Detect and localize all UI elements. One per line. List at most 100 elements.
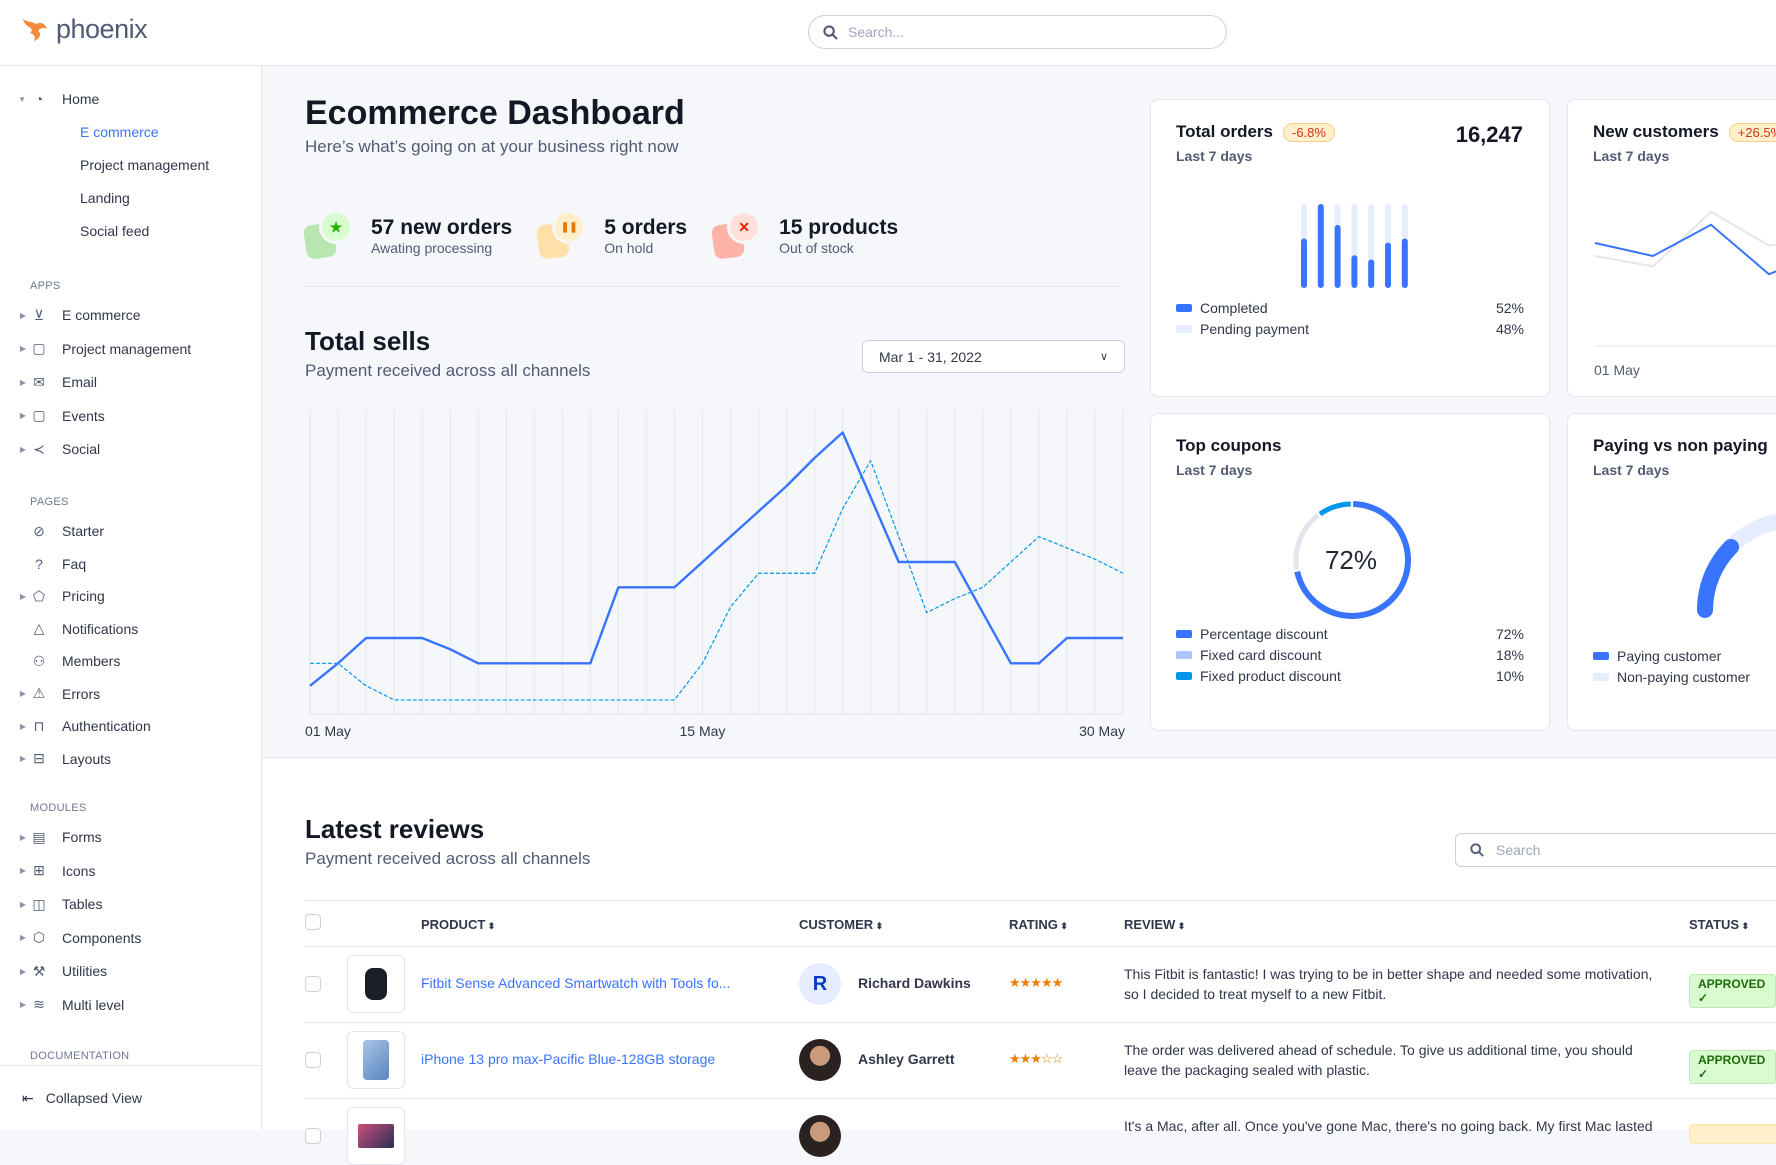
sidebar-item-multi-level[interactable]: ▶≋Multi level: [0, 992, 261, 1018]
row-divider: [305, 1022, 1776, 1023]
x-tick-label: 30 May: [1079, 723, 1125, 739]
legend-item: Non-paying customer: [1593, 669, 1776, 685]
sidebar-subitem[interactable]: Landing: [80, 190, 130, 206]
rating-stars: ★★★★★: [1009, 975, 1062, 991]
sidebar-item-tables[interactable]: ▶◫Tables: [0, 891, 261, 917]
legend-swatch: [1593, 673, 1609, 681]
sidebar-item-authentication[interactable]: ▶⊓Authentication: [0, 713, 261, 739]
sidebar-item-forms[interactable]: ▶▤Forms: [0, 824, 261, 850]
bar-completed: [1301, 238, 1307, 288]
logo[interactable]: phoenix: [20, 14, 147, 45]
caret-right-icon: ▶: [0, 933, 30, 942]
stat-title: 5 orders: [604, 216, 687, 240]
share-icon: ≺: [30, 440, 48, 458]
sort-icon[interactable]: ⬍: [1175, 921, 1185, 931]
customer-name[interactable]: Richard Dawkins: [858, 975, 971, 991]
columns-icon: ◫: [30, 895, 48, 913]
sidebar-item-layouts[interactable]: ▶⊟Layouts: [0, 746, 261, 772]
sidebar-subitem[interactable]: Social feed: [80, 223, 149, 239]
review-text: This Fitbit is fantastic! I was trying t…: [1124, 964, 1654, 1004]
sidebar-section-heading: APPS: [30, 280, 61, 292]
sort-icon[interactable]: ⬍: [873, 921, 883, 931]
avatar: [799, 1115, 841, 1157]
sidebar-item-members[interactable]: ⚇Members: [0, 648, 261, 674]
bar-completed: [1402, 238, 1408, 288]
search-input[interactable]: [848, 24, 1170, 40]
sidebar-item-email[interactable]: ▶✉Email: [0, 369, 261, 395]
reviews-search[interactable]: [1455, 833, 1776, 867]
sidebar-item-home[interactable]: ▼◔Home: [0, 86, 261, 112]
x-icon: ✕: [727, 210, 761, 244]
caret-right-icon: ▶: [0, 592, 30, 601]
row-checkbox[interactable]: [305, 1052, 321, 1068]
sidebar-item-utilities[interactable]: ▶⚒Utilities: [0, 958, 261, 984]
legend-swatch: [1176, 304, 1192, 312]
product-link[interactable]: Fitbit Sense Advanced Smartwatch with To…: [421, 975, 730, 991]
users-icon: ⚇: [30, 652, 48, 670]
sidebar-item-e-commerce[interactable]: ▶⊻E commerce: [0, 302, 261, 328]
collapse-view-button[interactable]: ⇤Collapsed View: [0, 1065, 261, 1130]
reviews-header: Latest reviews Payment received across a…: [305, 814, 590, 869]
bar-completed: [1385, 243, 1391, 288]
sort-icon[interactable]: ⬍: [1058, 921, 1068, 931]
page-title: Ecommerce Dashboard: [305, 94, 685, 133]
caret-right-icon: ▶: [0, 445, 30, 454]
caret-right-icon: ▶: [0, 967, 30, 976]
sort-icon[interactable]: ⬍: [1739, 921, 1749, 931]
sidebar-section-heading: DOCUMENTATION: [30, 1050, 129, 1062]
column-header-status[interactable]: STATUS ⬍: [1689, 917, 1749, 932]
row-checkbox[interactable]: [305, 976, 321, 992]
sidebar-item-social[interactable]: ▶≺Social: [0, 436, 261, 462]
column-header-rating[interactable]: RATING ⬍: [1009, 917, 1068, 932]
iphone-image: [363, 1040, 389, 1080]
global-search[interactable]: [808, 15, 1227, 49]
review-text: The order was delivered ahead of schedul…: [1124, 1040, 1654, 1080]
sidebar-item-pricing[interactable]: ▶⬠Pricing: [0, 583, 261, 609]
collapse-icon: ⇤: [22, 1090, 34, 1107]
avatar: R: [799, 963, 841, 1005]
sidebar-item-project-management[interactable]: ▶▢Project management: [0, 336, 261, 362]
row-checkbox[interactable]: [305, 1128, 321, 1144]
sidebar-item-label: Icons: [62, 863, 95, 879]
sidebar-item-icons[interactable]: ▶⊞Icons: [0, 858, 261, 884]
sidebar-item-label: Email: [62, 374, 97, 390]
sidebar-item-label: Tables: [62, 896, 102, 912]
sidebar-item-notifications[interactable]: △Notifications: [0, 616, 261, 642]
legend-swatch: [1593, 652, 1609, 660]
sidebar-item-faq[interactable]: ?Faq: [0, 551, 261, 577]
package-icon: ⬡: [30, 929, 48, 947]
legend-value: 48%: [1496, 321, 1524, 337]
select-all-checkbox[interactable]: [305, 914, 321, 930]
sidebar-item-components[interactable]: ▶⬡Components: [0, 925, 261, 951]
sidebar-item-errors[interactable]: ▶⚠Errors: [0, 681, 261, 707]
total-orders-card: Total orders-6.8% Last 7 days 16,247 Com…: [1150, 99, 1550, 397]
status-badge: APPROVED ✓: [1689, 1050, 1776, 1084]
caret-right-icon: ▶: [0, 1000, 30, 1009]
legend-label: Percentage discount: [1200, 626, 1328, 642]
sidebar-item-events[interactable]: ▶▢Events: [0, 403, 261, 429]
column-header-review[interactable]: REVIEW ⬍: [1124, 917, 1185, 932]
stat-title: 57 new orders: [371, 216, 512, 240]
section-title: Total sells: [305, 326, 590, 357]
legend-label: Fixed product discount: [1200, 668, 1341, 684]
product-link[interactable]: iPhone 13 pro max-Pacific Blue-128GB sto…: [421, 1051, 715, 1067]
legend-label: Fixed card discount: [1200, 647, 1321, 663]
sidebar-item-starter[interactable]: ⊘Starter: [0, 518, 261, 544]
sort-icon[interactable]: ⬍: [485, 921, 495, 931]
sidebar-subitem[interactable]: E commerce: [80, 124, 159, 140]
customer-name[interactable]: Ashley Garrett: [858, 1051, 954, 1067]
column-header-customer[interactable]: CUSTOMER ⬍: [799, 917, 883, 932]
date-range-select[interactable]: Mar 1 - 31, 2022 ∨: [862, 340, 1125, 373]
caret-down-icon: ▼: [0, 95, 30, 104]
column-label: RATING: [1009, 917, 1058, 932]
sidebar-item-label: Errors: [62, 686, 100, 702]
reviews-search-input[interactable]: [1496, 842, 1755, 858]
sidebar-item-label: Notifications: [62, 621, 138, 637]
sidebar-subitem[interactable]: Project management: [80, 157, 209, 173]
column-header-product[interactable]: PRODUCT ⬍: [421, 917, 495, 932]
